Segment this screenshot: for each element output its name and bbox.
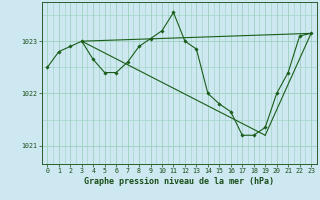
X-axis label: Graphe pression niveau de la mer (hPa): Graphe pression niveau de la mer (hPa) (84, 177, 274, 186)
